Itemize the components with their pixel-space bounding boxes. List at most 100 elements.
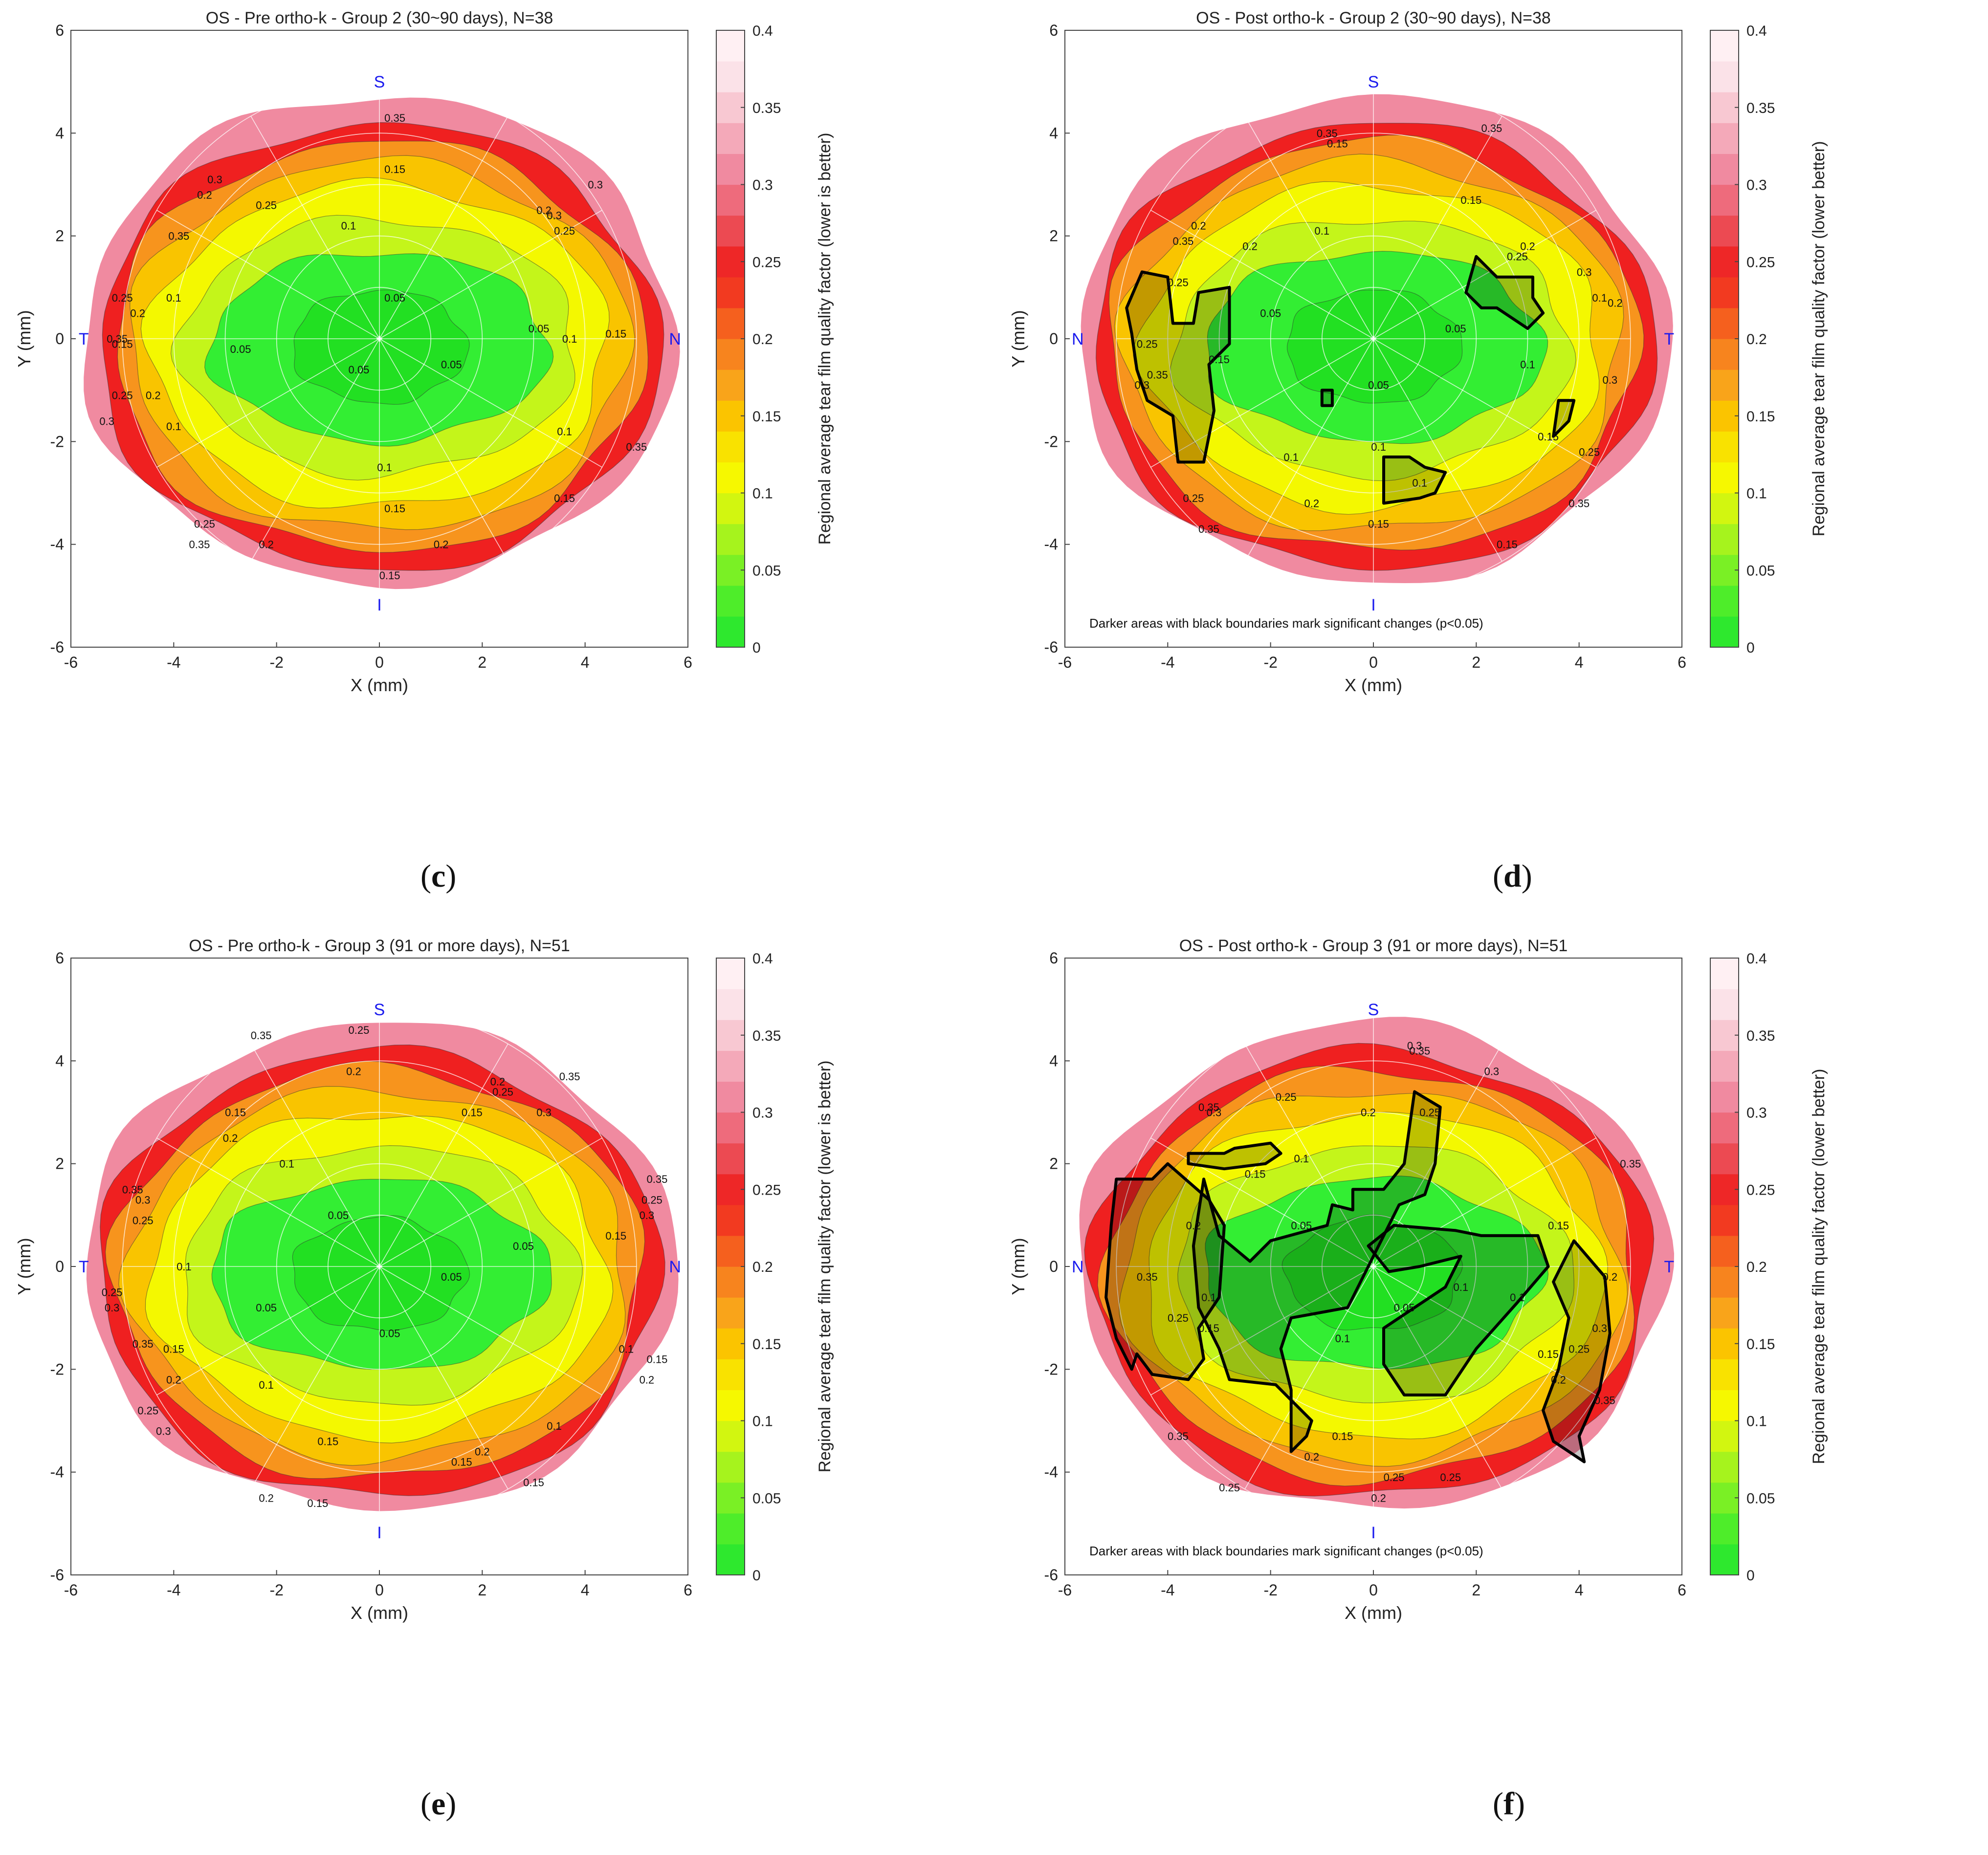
- colorbar-step: [716, 1020, 745, 1051]
- colorbar-tick-label: 0.25: [752, 254, 781, 270]
- contour-label: 0.35: [1137, 1271, 1158, 1283]
- contour-label: 0.35: [646, 1173, 667, 1185]
- contour-label: 0.25: [137, 1404, 158, 1417]
- colorbar-step: [716, 184, 745, 216]
- contour-label: 0.2: [197, 189, 212, 201]
- polar-spoke: [156, 1266, 380, 1396]
- contour-label: 0.2: [259, 539, 274, 551]
- colorbar-tick-label: 0.3: [1746, 1105, 1767, 1121]
- colorbar-tick-label: 0.1: [752, 486, 773, 502]
- y-tick-label: -4: [1044, 1463, 1058, 1481]
- x-tick-label: 2: [478, 654, 486, 671]
- contour-label: 0.05: [529, 323, 550, 335]
- contour-label: 0.35: [1198, 523, 1219, 535]
- center-marker: [376, 336, 382, 342]
- contour-label: 0.3: [1577, 266, 1592, 278]
- colorbar-tick-label: 0.35: [1746, 1028, 1775, 1044]
- colorbar-step: [1710, 370, 1739, 401]
- contour-label: 0.05: [441, 359, 462, 371]
- contour-label: 0.3: [135, 1194, 151, 1206]
- polar-spoke: [250, 1266, 380, 1489]
- y-tick-label: 6: [1049, 949, 1058, 967]
- colorbar: 0 0.05 0.1 0.15 0.2 0.25 0.3 0.35 0.4: [1710, 951, 1775, 1584]
- contour-label: 0.35: [559, 1070, 580, 1083]
- significant-region: [1542, 1239, 1612, 1463]
- contour-label: 0.1: [1453, 1281, 1468, 1293]
- contour-label: 0.25: [102, 1287, 123, 1299]
- contour-label: 0.3: [547, 210, 562, 222]
- polar-spoke: [1150, 1266, 1374, 1396]
- x-tick-label: -6: [1058, 1581, 1072, 1599]
- direction-right: N: [669, 1258, 681, 1276]
- colorbar-step: [716, 215, 745, 247]
- colorbar-step: [1710, 989, 1739, 1020]
- contour-label: 0.2: [1551, 1374, 1566, 1386]
- colorbar-tick-label: 0.15: [752, 1336, 781, 1353]
- colorbar-tick-label: 0.2: [752, 331, 773, 348]
- colorbar-step: [716, 1112, 745, 1144]
- contour-label: 0.1: [1335, 1332, 1350, 1345]
- colorbar-step: [1710, 1328, 1739, 1359]
- x-tick-label: 6: [684, 654, 692, 671]
- contour-label: 0.2: [490, 1075, 506, 1088]
- colorbar-step: [716, 370, 745, 401]
- colorbar-step: [1710, 1143, 1739, 1175]
- y-tick-label: -6: [50, 638, 64, 656]
- colorbar-step: [1710, 1359, 1739, 1390]
- contour-label: 0.1: [1315, 225, 1330, 237]
- polar-spoke: [156, 1137, 380, 1267]
- contour-label: 0.15: [1332, 1430, 1353, 1442]
- polar-spoke: [1244, 116, 1374, 339]
- significant-region: [1552, 399, 1576, 438]
- y-tick-label: 2: [55, 227, 64, 245]
- contour-label: 0.25: [492, 1086, 513, 1098]
- colorbar-step: [1710, 153, 1739, 185]
- y-tick-label: 2: [55, 1155, 64, 1173]
- colorbar-step: [716, 462, 745, 494]
- significance-note: Darker areas with black boundaries mark …: [1089, 1544, 1483, 1558]
- y-tick-label: -6: [50, 1566, 64, 1584]
- contour-label: 0.1: [1520, 359, 1535, 371]
- y-tick-label: -2: [1044, 433, 1058, 450]
- colorbar-tick-label: 0.1: [1746, 1414, 1767, 1430]
- contour-label: 0.35: [1172, 235, 1193, 247]
- panel-c: OS - Pre ortho-k - Group 2 (30~90 days),…: [0, 0, 994, 928]
- polar-grid: [1116, 81, 1631, 596]
- y-tick-label: -6: [1044, 1566, 1058, 1584]
- x-tick-label: 4: [581, 654, 590, 671]
- colorbar-step: [1710, 524, 1739, 555]
- colorbar-step: [1710, 554, 1739, 586]
- colorbar-step: [1710, 1544, 1739, 1575]
- polar-spoke: [1373, 338, 1596, 468]
- contour-label: 0.35: [1620, 1158, 1641, 1170]
- contour-label: 0.15: [1548, 1220, 1569, 1232]
- colorbar-step: [716, 524, 745, 555]
- colorbar-step: [716, 92, 745, 123]
- y-axis-label: Y (mm): [1008, 310, 1028, 367]
- polar-spoke: [379, 1137, 602, 1267]
- colorbar-step: [1710, 1020, 1739, 1051]
- x-tick-label: 2: [478, 1581, 486, 1599]
- heatmap-svg: OS - Post ortho-k - Group 3 (91 or more …: [1008, 937, 1828, 1623]
- x-axis-label: X (mm): [351, 1603, 408, 1623]
- x-tick-label: 0: [375, 654, 384, 671]
- direction-left: T: [79, 1258, 89, 1276]
- colorbar-tick-label: 0.3: [752, 177, 773, 194]
- colorbar-step: [1710, 215, 1739, 247]
- y-axis-label: Y (mm): [14, 1238, 34, 1295]
- significant-regions: [1104, 1090, 1612, 1463]
- polar-spoke: [1244, 338, 1374, 562]
- contour-band: [292, 1215, 470, 1331]
- colorbar-tick-label: 0.35: [752, 1028, 781, 1044]
- contour-label: 0.15: [384, 502, 405, 515]
- panel-sublabel: (f): [1493, 1786, 1525, 1822]
- contour-label: 0.05: [1291, 1220, 1312, 1232]
- contour-label: 0.2: [1304, 498, 1320, 510]
- contour-label: 0.3: [536, 1107, 552, 1119]
- polar-spoke: [1244, 1266, 1374, 1489]
- contour-label: 0.15: [554, 492, 575, 504]
- x-tick-label: -4: [1161, 654, 1174, 671]
- polar-spoke: [156, 210, 380, 339]
- polar-spoke: [1373, 338, 1502, 562]
- colorbar-step: [1710, 493, 1739, 524]
